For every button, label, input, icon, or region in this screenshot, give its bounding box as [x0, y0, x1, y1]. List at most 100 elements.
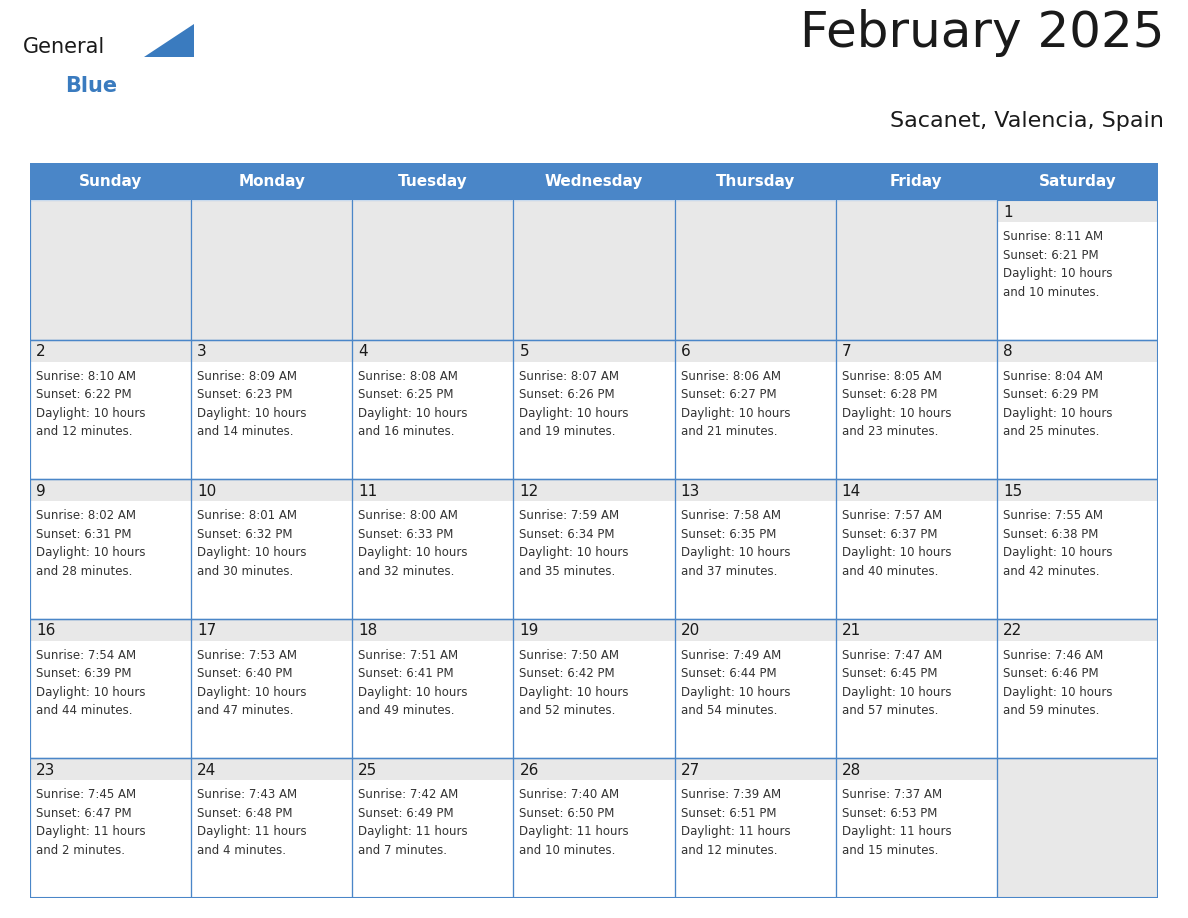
- Bar: [997, 222, 1158, 340]
- Bar: [191, 163, 353, 200]
- Text: 8: 8: [1003, 344, 1012, 359]
- Text: 5: 5: [519, 344, 529, 359]
- Text: Tuesday: Tuesday: [398, 174, 468, 189]
- Bar: [513, 758, 675, 780]
- Bar: [353, 758, 513, 780]
- Bar: [513, 619, 675, 758]
- Bar: [997, 340, 1158, 479]
- Text: Sunrise: 7:39 AM
Sunset: 6:51 PM
Daylight: 11 hours
and 12 minutes.: Sunrise: 7:39 AM Sunset: 6:51 PM Dayligh…: [681, 789, 790, 856]
- Bar: [513, 619, 675, 641]
- Bar: [835, 479, 997, 619]
- Text: Sunrise: 7:45 AM
Sunset: 6:47 PM
Daylight: 11 hours
and 2 minutes.: Sunrise: 7:45 AM Sunset: 6:47 PM Dayligh…: [36, 789, 146, 856]
- Bar: [513, 200, 675, 340]
- Text: 6: 6: [681, 344, 690, 359]
- Bar: [513, 780, 675, 898]
- Text: Sunrise: 8:09 AM
Sunset: 6:23 PM
Daylight: 10 hours
and 14 minutes.: Sunrise: 8:09 AM Sunset: 6:23 PM Dayligh…: [197, 370, 307, 438]
- Bar: [675, 641, 835, 758]
- Bar: [675, 340, 835, 479]
- Bar: [997, 758, 1158, 898]
- Bar: [30, 362, 191, 479]
- Bar: [675, 780, 835, 898]
- Bar: [675, 619, 835, 641]
- Bar: [513, 340, 675, 362]
- Bar: [30, 619, 191, 641]
- Text: 14: 14: [842, 484, 861, 498]
- Text: Sunrise: 8:05 AM
Sunset: 6:28 PM
Daylight: 10 hours
and 23 minutes.: Sunrise: 8:05 AM Sunset: 6:28 PM Dayligh…: [842, 370, 952, 438]
- Bar: [997, 479, 1158, 619]
- Bar: [675, 340, 835, 362]
- Bar: [835, 340, 997, 362]
- Bar: [353, 619, 513, 758]
- Bar: [353, 501, 513, 619]
- Bar: [353, 200, 513, 340]
- Text: 24: 24: [197, 763, 216, 778]
- Bar: [997, 479, 1158, 501]
- Text: Monday: Monday: [239, 174, 305, 189]
- Bar: [997, 163, 1158, 200]
- Bar: [675, 479, 835, 501]
- Bar: [675, 362, 835, 479]
- Bar: [997, 362, 1158, 479]
- Text: 7: 7: [842, 344, 852, 359]
- Bar: [30, 780, 191, 898]
- Text: Sunrise: 7:55 AM
Sunset: 6:38 PM
Daylight: 10 hours
and 42 minutes.: Sunrise: 7:55 AM Sunset: 6:38 PM Dayligh…: [1003, 509, 1112, 577]
- Bar: [191, 340, 353, 479]
- Text: Sunrise: 7:40 AM
Sunset: 6:50 PM
Daylight: 11 hours
and 10 minutes.: Sunrise: 7:40 AM Sunset: 6:50 PM Dayligh…: [519, 789, 630, 856]
- Bar: [191, 619, 353, 641]
- Text: 12: 12: [519, 484, 538, 498]
- Text: Saturday: Saturday: [1038, 174, 1117, 189]
- Text: Sunrise: 8:07 AM
Sunset: 6:26 PM
Daylight: 10 hours
and 19 minutes.: Sunrise: 8:07 AM Sunset: 6:26 PM Dayligh…: [519, 370, 628, 438]
- Bar: [353, 641, 513, 758]
- Bar: [191, 479, 353, 501]
- Bar: [191, 340, 353, 362]
- Text: Friday: Friday: [890, 174, 942, 189]
- Bar: [513, 501, 675, 619]
- Text: 1: 1: [1003, 205, 1012, 219]
- Bar: [997, 200, 1158, 222]
- Text: Sacanet, Valencia, Spain: Sacanet, Valencia, Spain: [890, 111, 1164, 131]
- Text: 10: 10: [197, 484, 216, 498]
- Text: 23: 23: [36, 763, 56, 778]
- Bar: [30, 479, 191, 619]
- Bar: [835, 641, 997, 758]
- Bar: [30, 501, 191, 619]
- Bar: [513, 163, 675, 200]
- Bar: [835, 780, 997, 898]
- Text: 21: 21: [842, 623, 861, 638]
- Bar: [353, 340, 513, 479]
- Bar: [353, 340, 513, 362]
- Text: Sunrise: 8:01 AM
Sunset: 6:32 PM
Daylight: 10 hours
and 30 minutes.: Sunrise: 8:01 AM Sunset: 6:32 PM Dayligh…: [197, 509, 307, 577]
- Text: General: General: [23, 37, 105, 57]
- Bar: [835, 501, 997, 619]
- Text: 28: 28: [842, 763, 861, 778]
- Text: 3: 3: [197, 344, 207, 359]
- Bar: [997, 501, 1158, 619]
- Bar: [513, 641, 675, 758]
- Text: Sunrise: 8:08 AM
Sunset: 6:25 PM
Daylight: 10 hours
and 16 minutes.: Sunrise: 8:08 AM Sunset: 6:25 PM Dayligh…: [359, 370, 468, 438]
- Bar: [835, 758, 997, 780]
- Bar: [835, 163, 997, 200]
- Bar: [675, 200, 835, 340]
- Text: Wednesday: Wednesday: [545, 174, 643, 189]
- Text: 22: 22: [1003, 623, 1022, 638]
- Text: Sunrise: 7:50 AM
Sunset: 6:42 PM
Daylight: 10 hours
and 52 minutes.: Sunrise: 7:50 AM Sunset: 6:42 PM Dayligh…: [519, 649, 628, 717]
- Text: Thursday: Thursday: [715, 174, 795, 189]
- Bar: [191, 780, 353, 898]
- Text: Sunrise: 7:53 AM
Sunset: 6:40 PM
Daylight: 10 hours
and 47 minutes.: Sunrise: 7:53 AM Sunset: 6:40 PM Dayligh…: [197, 649, 307, 717]
- Bar: [997, 340, 1158, 362]
- Bar: [30, 340, 191, 362]
- Text: Sunrise: 8:04 AM
Sunset: 6:29 PM
Daylight: 10 hours
and 25 minutes.: Sunrise: 8:04 AM Sunset: 6:29 PM Dayligh…: [1003, 370, 1112, 438]
- Bar: [997, 641, 1158, 758]
- Bar: [30, 200, 191, 340]
- Bar: [513, 479, 675, 619]
- Bar: [513, 340, 675, 479]
- Text: Sunrise: 7:58 AM
Sunset: 6:35 PM
Daylight: 10 hours
and 37 minutes.: Sunrise: 7:58 AM Sunset: 6:35 PM Dayligh…: [681, 509, 790, 577]
- Bar: [675, 479, 835, 619]
- Bar: [353, 479, 513, 501]
- Bar: [191, 619, 353, 758]
- Bar: [191, 362, 353, 479]
- Text: 20: 20: [681, 623, 700, 638]
- Bar: [353, 362, 513, 479]
- Bar: [835, 340, 997, 479]
- Bar: [835, 758, 997, 898]
